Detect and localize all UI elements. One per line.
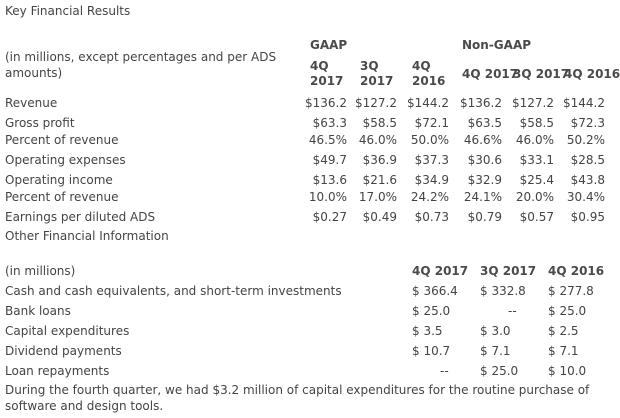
table-cell: 50.0% (410, 133, 449, 147)
table-cell: $33.1 (519, 153, 554, 167)
table-cell: $127.2 (355, 96, 397, 110)
col-header-4q-2016: 4Q 2016 (548, 264, 605, 278)
row-label: Capital expenditures (5, 324, 130, 338)
section-title: Other Financial Information (5, 229, 169, 243)
table-cell: 46.0% (358, 133, 397, 147)
table-cell: 10.0% (308, 190, 347, 204)
table-cell: $63.3 (312, 116, 347, 130)
table-cell: 30.4% (566, 190, 605, 204)
table-cell: $ 332.8 (480, 284, 526, 298)
table-cell: $0.95 (570, 210, 605, 224)
table-cell: $ 3.0 (480, 324, 511, 338)
table-cell: $ 10.0 (548, 364, 587, 378)
table-cell: $25.4 (519, 173, 554, 187)
table-cell: $ 7.1 (480, 344, 511, 358)
table-cell: $37.3 (414, 153, 449, 167)
table-cell: $ 25.0 (412, 304, 451, 318)
table-cell: $72.1 (414, 116, 449, 130)
col-header-4q-2017: 4Q 2017 (412, 264, 469, 278)
table-cell: 17.0% (358, 190, 397, 204)
table-cell: $32.9 (467, 173, 502, 187)
row-label: Operating income (5, 173, 113, 187)
row-label: Revenue (5, 96, 58, 110)
table-cell: $28.5 (570, 153, 605, 167)
row-label: Loan repayments (5, 364, 110, 378)
row-label: Bank loans (5, 304, 71, 318)
row-label: Percent of revenue (5, 190, 119, 204)
table-cell: $144.2 (563, 96, 605, 110)
table-cell: $0.79 (467, 210, 502, 224)
table-cell: $63.5 (467, 116, 502, 130)
gaap-col-2-quarter: 3Q (360, 59, 379, 73)
nongaap-col-1-header: 4Q 2017 (462, 67, 519, 81)
table-cell: $ 7.1 (548, 344, 579, 358)
table-cell: $0.57 (519, 210, 554, 224)
table-cell: $ 25.0 (548, 304, 587, 318)
footer-paragraph: During the fourth quarter, we had $3.2 m… (5, 383, 590, 413)
table-cell: $0.49 (362, 210, 397, 224)
col-header-3q-2017: 3Q 2017 (480, 264, 537, 278)
table-note: (in millions) (5, 264, 76, 278)
gaap-col-1-quarter: 4Q (310, 59, 329, 73)
gaap-col-3-quarter: 4Q (412, 59, 431, 73)
table-cell: $ 10.7 (412, 344, 451, 358)
table-cell: $ 25.0 (480, 364, 519, 378)
table-cell: $72.3 (570, 116, 605, 130)
gaap-col-2-year: 2017 (360, 74, 394, 88)
row-label: Percent of revenue (5, 133, 119, 147)
table-cell: $ 2.5 (548, 324, 579, 338)
table-cell: $49.7 (312, 153, 347, 167)
table-cell: 20.0% (515, 190, 554, 204)
table-cell: $0.27 (312, 210, 347, 224)
table-note: (in millions, except percentages and per… (5, 50, 277, 80)
row-label: Operating expenses (5, 153, 126, 167)
gaap-col-1-year: 2017 (310, 74, 344, 88)
table-cell: 46.6% (463, 133, 502, 147)
table-cell: 46.5% (308, 133, 347, 147)
table-cell: $136.2 (460, 96, 502, 110)
nongaap-group-header: Non-GAAP (462, 38, 532, 52)
table-cell: $ 3.5 (412, 324, 443, 338)
table-cell: $ 366.4 (412, 284, 458, 298)
table-cell: $127.2 (512, 96, 554, 110)
nongaap-col-2-header: 3Q 2017 (513, 67, 570, 81)
table-cell: $ 277.8 (548, 284, 594, 298)
row-label: Dividend payments (5, 344, 122, 358)
table-cell: $58.5 (519, 116, 554, 130)
nongaap-col-3-header: 4Q 2016 (564, 67, 620, 81)
table-cell: $0.73 (414, 210, 449, 224)
table-cell: 24.2% (410, 190, 449, 204)
table-cell: $136.2 (305, 96, 347, 110)
table-cell: 50.2% (566, 133, 605, 147)
table-cell: 46.0% (515, 133, 554, 147)
table-cell: $13.6 (312, 173, 347, 187)
table-cell: $58.5 (362, 116, 397, 130)
table-cell: $43.8 (570, 173, 605, 187)
table-cell: $144.2 (407, 96, 449, 110)
row-label: Earnings per diluted ADS (5, 210, 156, 224)
table-cell: -- (440, 364, 449, 378)
table-cell: 24.1% (463, 190, 502, 204)
gaap-col-3-year: 2016 (412, 74, 446, 88)
table-cell: $34.9 (414, 173, 449, 187)
table-cell: $21.6 (362, 173, 397, 187)
gaap-group-header: GAAP (310, 38, 348, 52)
row-label: Cash and cash equivalents, and short-ter… (5, 284, 342, 298)
table-cell: $36.9 (362, 153, 397, 167)
row-label: Gross profit (5, 116, 75, 130)
table-cell: -- (508, 304, 517, 318)
table-cell: $30.6 (467, 153, 502, 167)
page-title: Key Financial Results (5, 4, 131, 18)
